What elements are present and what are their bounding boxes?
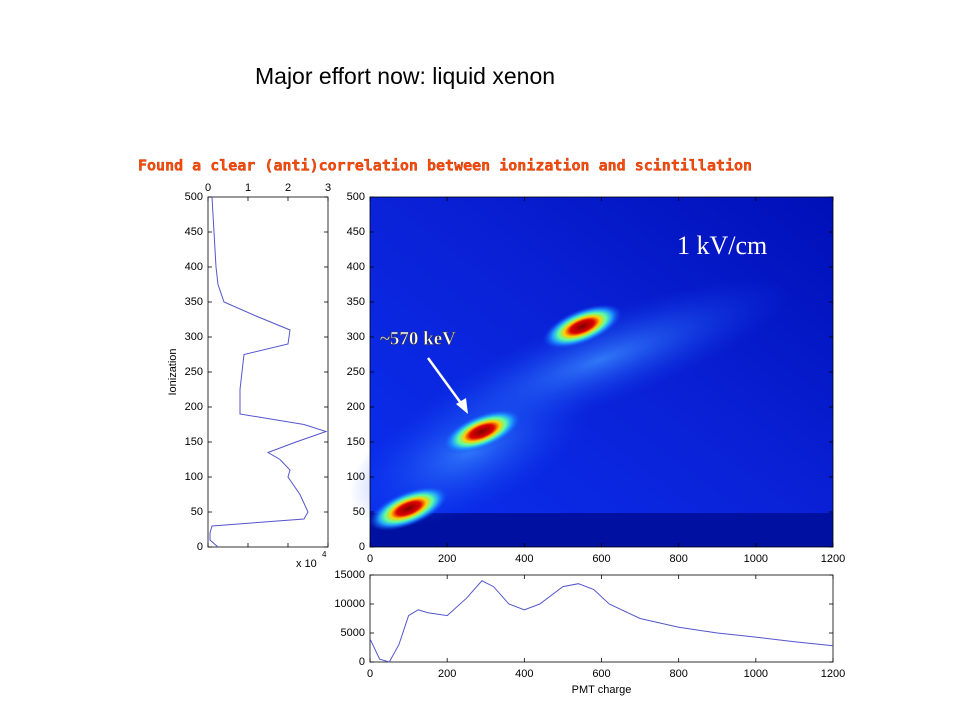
y-tick-label: 15000 — [334, 569, 365, 581]
heatmap-glow — [411, 279, 789, 441]
x-tick-label: 400 — [515, 553, 533, 565]
y-tick-label: 100 — [347, 471, 365, 483]
y-tick-label: 400 — [347, 261, 365, 273]
y-tick-label: 500 — [185, 191, 203, 203]
slide-subtitle: Found a clear (anti)correlation between … — [138, 157, 752, 175]
x-tick-label: 1000 — [744, 553, 768, 565]
y-tick-label: 50 — [353, 506, 365, 518]
x-tick-label: 0 — [367, 668, 373, 680]
y-tick-label: 200 — [185, 401, 203, 413]
x-tick-label: 800 — [669, 553, 687, 565]
x-tick-label: 3 — [325, 182, 331, 194]
slide-title: Major effort now: liquid xenon — [255, 63, 555, 89]
x-tick-label: 0 — [205, 182, 211, 194]
y-tick-label: 10000 — [334, 598, 365, 610]
y-tick-label: 0 — [359, 541, 365, 553]
y-tick-label: 250 — [185, 366, 203, 378]
field-label: 1 kV/cm — [677, 231, 767, 260]
y-tick-label: 150 — [185, 436, 203, 448]
x-tick-label: 1 — [245, 182, 251, 194]
x-tick-label: 1200 — [821, 553, 845, 565]
annotation-arrow — [426, 357, 465, 407]
y-tick-label: 500 — [347, 191, 365, 203]
y-tick-label: 150 — [347, 436, 365, 448]
y-tick-label: 300 — [347, 331, 365, 343]
data-line — [209, 196, 328, 548]
annotation-arrowhead — [456, 398, 468, 414]
y-tick-label: 5000 — [341, 627, 365, 639]
y-axis-label: Ionization — [167, 348, 179, 395]
hotspot — [542, 304, 622, 349]
x-tick-label: 1000 — [744, 668, 768, 680]
y-tick-label: 100 — [185, 471, 203, 483]
x-tick-label: 800 — [669, 668, 687, 680]
x-tick-label: 600 — [592, 668, 610, 680]
x-tick-label: 200 — [438, 668, 456, 680]
x-tick-label: 2 — [285, 182, 291, 194]
axes-frame — [369, 574, 834, 663]
hotspot — [369, 486, 449, 531]
y-tick-label: 250 — [347, 366, 365, 378]
y-tick-label: 400 — [185, 261, 203, 273]
y-tick-label: 0 — [197, 541, 203, 553]
x-tick-label: 0 — [367, 553, 373, 565]
x-tick-label: 400 — [515, 668, 533, 680]
annotation: ~570 keV — [380, 328, 456, 349]
y-tick-label: 0 — [359, 656, 365, 668]
x-tick-label: 600 — [592, 553, 610, 565]
x-multiplier: x 10 — [296, 558, 317, 570]
y-tick-label: 200 — [347, 401, 365, 413]
y-tick-label: 350 — [347, 296, 365, 308]
y-tick-label: 50 — [191, 506, 203, 518]
y-tick-label: 450 — [185, 226, 203, 238]
y-tick-label: 450 — [347, 226, 365, 238]
axes-frame — [207, 196, 329, 548]
x-exponent: 4 — [322, 550, 327, 559]
x-tick-label: 200 — [438, 553, 456, 565]
x-tick-label: 1200 — [821, 668, 845, 680]
data-line — [369, 580, 834, 663]
y-tick-label: 350 — [185, 296, 203, 308]
x-axis-label: PMT charge — [572, 684, 632, 696]
y-tick-label: 300 — [185, 331, 203, 343]
hotspot — [442, 409, 522, 454]
